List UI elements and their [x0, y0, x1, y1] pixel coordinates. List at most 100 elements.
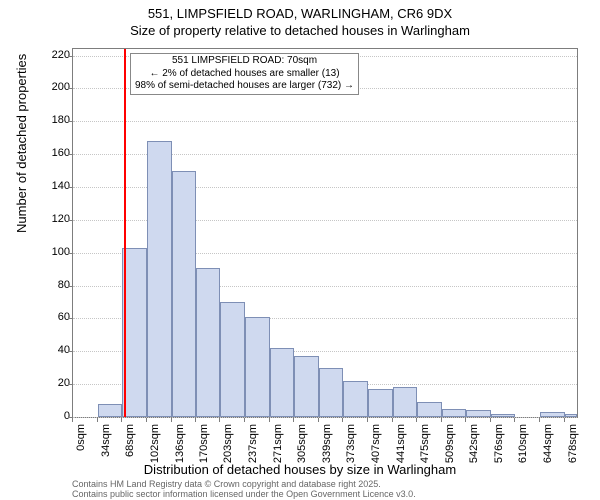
y-tick-label: 160: [40, 147, 70, 159]
x-tick-label: 203sqm: [222, 424, 234, 463]
x-tick-label: 339sqm: [321, 424, 333, 463]
x-tick-label: 170sqm: [198, 424, 210, 463]
histogram-bar: [540, 412, 565, 417]
x-tick-label: 102sqm: [149, 424, 161, 463]
y-tick-mark: [68, 318, 72, 319]
annotation-box: 551 LIMPSFIELD ROAD: 70sqm← 2% of detach…: [130, 53, 359, 95]
x-tick-label: 68sqm: [124, 424, 136, 457]
histogram-bar: [343, 381, 368, 417]
x-tick-mark: [121, 418, 122, 422]
y-axis-label: Number of detached properties: [14, 54, 29, 233]
y-tick-mark: [68, 187, 72, 188]
x-tick-label: 34sqm: [100, 424, 112, 457]
y-tick-mark: [68, 417, 72, 418]
x-tick-label: 509sqm: [444, 424, 456, 463]
y-tick-label: 40: [40, 344, 70, 356]
footnote: Contains HM Land Registry data © Crown c…: [72, 480, 416, 500]
y-tick-label: 100: [40, 246, 70, 258]
x-tick-mark: [244, 418, 245, 422]
histogram-bar: [491, 414, 516, 417]
histogram-bar: [466, 410, 491, 417]
x-tick-mark: [342, 418, 343, 422]
title-block: 551, LIMPSFIELD ROAD, WARLINGHAM, CR6 9D…: [0, 6, 600, 38]
x-tick-label: 305sqm: [296, 424, 308, 463]
x-tick-mark: [318, 418, 319, 422]
histogram-bar: [393, 387, 418, 417]
x-tick-label: 441sqm: [395, 424, 407, 463]
histogram-bar: [147, 141, 172, 417]
property-marker-line: [124, 49, 126, 417]
histogram-bar: [220, 302, 245, 417]
y-tick-mark: [68, 384, 72, 385]
histogram-bar: [442, 409, 466, 417]
y-tick-label: 180: [40, 114, 70, 126]
x-tick-mark: [465, 418, 466, 422]
y-tick-mark: [68, 88, 72, 89]
y-tick-label: 60: [40, 311, 70, 323]
x-tick-mark: [293, 418, 294, 422]
y-gridline: [73, 121, 577, 122]
x-tick-mark: [490, 418, 491, 422]
x-tick-mark: [269, 418, 270, 422]
y-tick-label: 20: [40, 377, 70, 389]
x-tick-mark: [392, 418, 393, 422]
x-tick-label: 0sqm: [75, 424, 87, 451]
histogram-bar: [122, 248, 147, 417]
title-line1: 551, LIMPSFIELD ROAD, WARLINGHAM, CR6 9D…: [0, 6, 600, 21]
annotation-line: 551 LIMPSFIELD ROAD: 70sqm: [135, 55, 354, 68]
x-tick-label: 542sqm: [468, 424, 480, 463]
histogram-bar: [98, 404, 123, 417]
annotation-line: 98% of semi-detached houses are larger (…: [135, 80, 354, 93]
histogram-bar: [368, 389, 393, 417]
histogram-bar: [196, 268, 220, 418]
x-axis-label: Distribution of detached houses by size …: [0, 462, 600, 477]
x-tick-mark: [72, 418, 73, 422]
footnote-line2: Contains public sector information licen…: [72, 490, 416, 500]
x-tick-mark: [539, 418, 540, 422]
x-tick-label: 678sqm: [567, 424, 579, 463]
x-tick-mark: [367, 418, 368, 422]
x-tick-mark: [416, 418, 417, 422]
y-tick-mark: [68, 220, 72, 221]
histogram-bar: [294, 356, 319, 417]
x-tick-label: 136sqm: [174, 424, 186, 463]
histogram-bar: [270, 348, 295, 417]
x-tick-mark: [564, 418, 565, 422]
y-tick-label: 200: [40, 81, 70, 93]
y-axis: 020406080100120140160180200220: [40, 48, 70, 418]
x-tick-mark: [195, 418, 196, 422]
histogram-bar: [319, 368, 344, 417]
x-tick-label: 644sqm: [542, 424, 554, 463]
x-axis: 0sqm 34sqm 68sqm 102sqm 136sqm 170sqm 203sqm 23…: [72, 418, 578, 468]
chart-container: 551, LIMPSFIELD ROAD, WARLINGHAM, CR6 9D…: [0, 0, 600, 500]
y-tick-label: 140: [40, 180, 70, 192]
x-tick-label: 475sqm: [419, 424, 431, 463]
histogram-bar: [172, 171, 197, 417]
y-tick-mark: [68, 286, 72, 287]
x-tick-label: 237sqm: [247, 424, 259, 463]
y-tick-mark: [68, 154, 72, 155]
x-tick-mark: [171, 418, 172, 422]
y-tick-mark: [68, 253, 72, 254]
y-tick-label: 120: [40, 213, 70, 225]
x-tick-label: 407sqm: [370, 424, 382, 463]
x-tick-mark: [146, 418, 147, 422]
x-tick-label: 373sqm: [345, 424, 357, 463]
x-tick-mark: [514, 418, 515, 422]
histogram-bar: [417, 402, 442, 417]
plot-area: 551 LIMPSFIELD ROAD: 70sqm← 2% of detach…: [72, 48, 578, 418]
x-tick-label: 271sqm: [272, 424, 284, 463]
y-tick-label: 220: [40, 49, 70, 61]
x-tick-mark: [441, 418, 442, 422]
x-tick-mark: [219, 418, 220, 422]
annotation-line: ← 2% of detached houses are smaller (13): [135, 68, 354, 81]
histogram-bar: [565, 414, 577, 417]
x-tick-label: 610sqm: [517, 424, 529, 463]
histogram-bar: [245, 317, 270, 417]
y-tick-mark: [68, 56, 72, 57]
x-tick-label: 576sqm: [493, 424, 505, 463]
x-tick-mark: [97, 418, 98, 422]
y-tick-mark: [68, 351, 72, 352]
y-tick-label: 0: [40, 410, 70, 422]
title-line2: Size of property relative to detached ho…: [0, 23, 600, 38]
